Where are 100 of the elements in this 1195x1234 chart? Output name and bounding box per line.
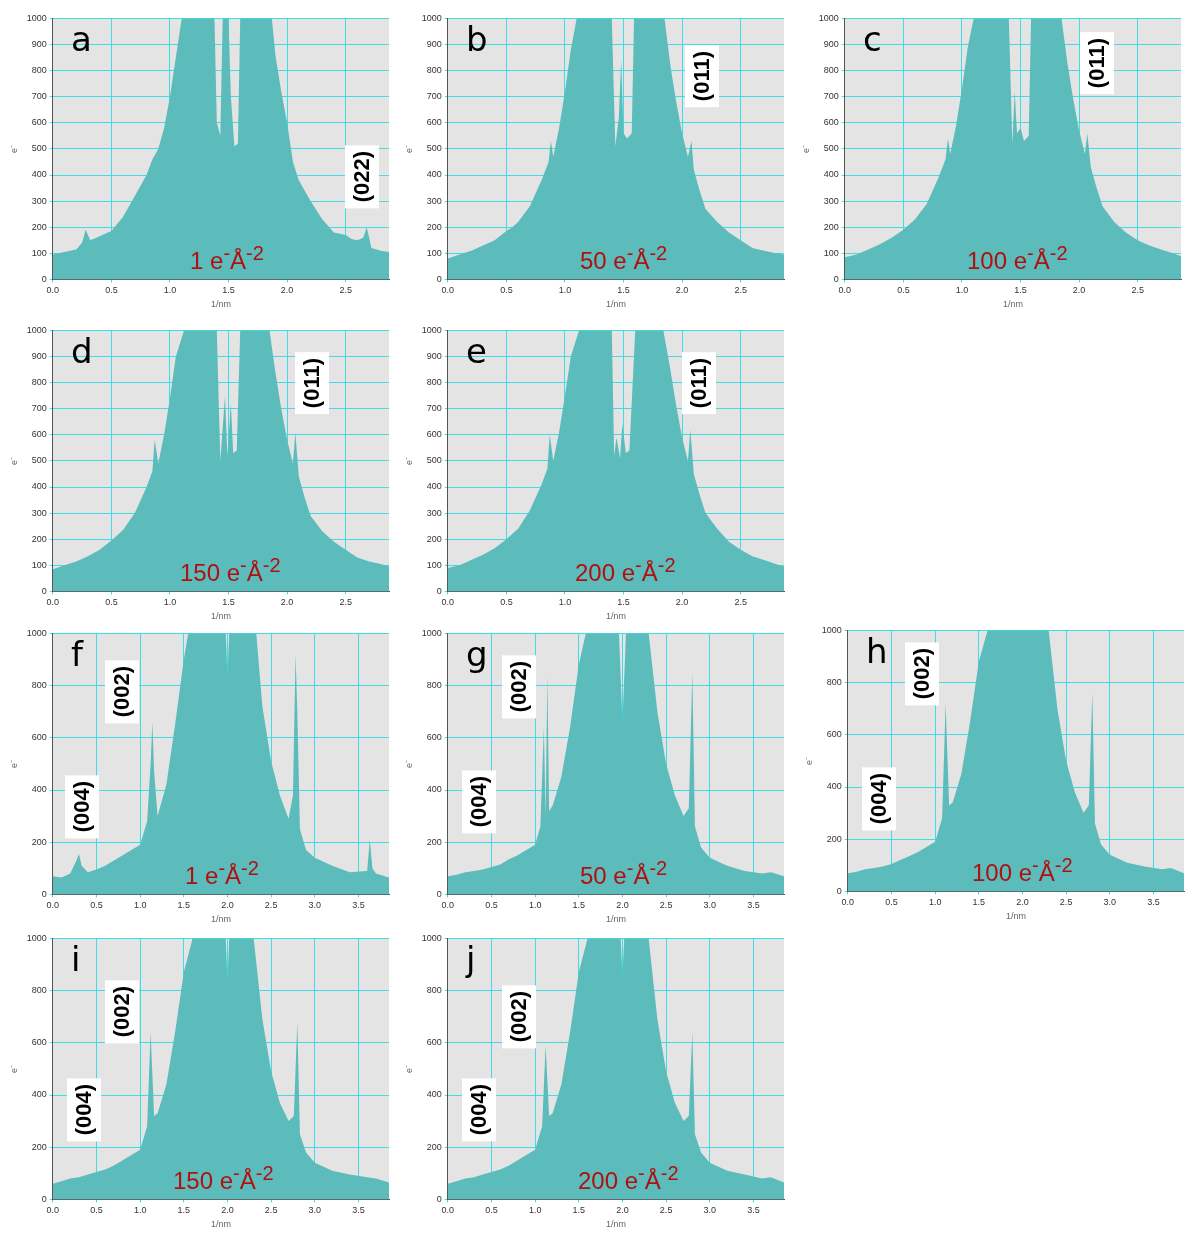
y-tick-label: 400 xyxy=(426,481,442,492)
y-tick-label: 1000 xyxy=(421,12,442,23)
y-tick-label: 400 xyxy=(31,784,47,795)
y-tick-label: 400 xyxy=(426,1089,442,1100)
y-tick-label: 400 xyxy=(826,781,842,792)
y-tick-label: 900 xyxy=(31,350,47,361)
y-tick-label: 200 xyxy=(31,221,47,232)
y-tick-label: 1000 xyxy=(26,627,47,638)
x-tick-label: 2.0 xyxy=(675,285,689,296)
x-tick-label: 2.0 xyxy=(280,285,294,296)
y-tick-label: 200 xyxy=(426,533,442,544)
x-tick-label: 3.0 xyxy=(1103,897,1117,908)
y-tick-label: 500 xyxy=(426,455,442,466)
x-tick-label: 3.0 xyxy=(308,900,322,911)
x-tick-label: 1.5 xyxy=(177,900,191,911)
x-tick-label: 0.5 xyxy=(500,285,513,296)
y-tick-label: 100 xyxy=(426,559,442,570)
x-tick-label: 0.5 xyxy=(897,285,910,296)
y-tick-label: 400 xyxy=(823,169,839,180)
x-tick-label: 0.0 xyxy=(441,900,455,911)
x-tick-label: 2.5 xyxy=(339,285,352,296)
annotation: (002) xyxy=(502,985,536,1049)
chart-title: f xyxy=(71,634,83,674)
x-tick-label: 0.0 xyxy=(441,285,455,296)
x-tick-label: 2.0 xyxy=(616,1205,629,1216)
x-tick-label: 1.0 xyxy=(558,285,572,296)
x-tick-label: 3.5 xyxy=(747,1205,760,1216)
x-tick-label: 2.0 xyxy=(675,597,689,608)
x-tick-label: 0.5 xyxy=(885,897,898,908)
x-tick-label: 2.0 xyxy=(1072,285,1086,296)
y-tick-label: 300 xyxy=(31,507,47,518)
y-tick-label: 300 xyxy=(823,195,839,206)
annotation: 100 e$^{-}$Å$^{-2}$ xyxy=(972,854,1073,887)
x-axis-title: 1/nm xyxy=(605,299,626,310)
x-tick-label: 2.5 xyxy=(264,1205,278,1216)
y-tick-label: 600 xyxy=(31,732,47,743)
y-tick-label: 700 xyxy=(31,91,47,102)
x-axis-title: 1/nm xyxy=(1002,299,1023,310)
y-tick-label: 300 xyxy=(426,507,442,518)
x-tick-label: 1.0 xyxy=(558,597,572,608)
y-tick-label: 100 xyxy=(31,247,47,258)
chart-title: h xyxy=(866,631,888,671)
y-tick-label: 0 xyxy=(436,273,442,284)
x-tick-label: 1.0 xyxy=(528,900,542,911)
y-tick-label: 400 xyxy=(426,169,442,180)
y-tick-label: 200 xyxy=(426,1141,442,1152)
x-tick-label: 1.0 xyxy=(928,897,942,908)
annotation: 100 e$^{-}$Å$^{-2}$ xyxy=(967,242,1068,275)
y-tick-label: 0 xyxy=(436,1193,442,1204)
y-tick-label: 600 xyxy=(826,729,842,740)
y-tick-label: 600 xyxy=(31,117,47,128)
x-tick-label: 1.5 xyxy=(177,1205,191,1216)
x-tick-label: 1.0 xyxy=(133,1205,147,1216)
y-tick-label: 800 xyxy=(31,377,47,388)
chart-title: i xyxy=(71,939,81,979)
x-axis-title: 1/nm xyxy=(1005,911,1026,922)
x-axis-title: 1/nm xyxy=(210,1219,231,1230)
x-tick-label: 2.0 xyxy=(616,900,629,911)
y-tick-label: 500 xyxy=(823,143,839,154)
x-tick-label: 2.5 xyxy=(1131,285,1144,296)
x-tick-label: 2.5 xyxy=(1059,897,1073,908)
x-tick-label: 1.5 xyxy=(617,285,630,296)
x-tick-label: 2.5 xyxy=(339,597,352,608)
y-tick-label: 1000 xyxy=(26,12,47,23)
y-tick-label: 500 xyxy=(31,143,47,154)
y-tick-label: 600 xyxy=(426,1037,442,1048)
y-tick-label: 800 xyxy=(31,985,47,996)
y-tick-label: 200 xyxy=(31,836,47,847)
x-tick-label: 0.0 xyxy=(46,900,60,911)
x-axis-title: 1/nm xyxy=(605,1219,626,1230)
y-tick-label: 0 xyxy=(41,273,47,284)
y-tick-label: 900 xyxy=(823,38,839,49)
x-tick-label: 0.5 xyxy=(485,900,498,911)
x-tick-label: 1.5 xyxy=(617,597,630,608)
y-axis-title: e⁻ xyxy=(8,1064,19,1073)
y-tick-label: 800 xyxy=(31,680,47,691)
y-tick-label: 600 xyxy=(823,117,839,128)
y-tick-label: 800 xyxy=(426,65,442,76)
annotation: 1 e$^{-}$Å$^{-2}$ xyxy=(185,857,259,890)
annotation: (002) xyxy=(105,660,139,724)
y-tick-label: 300 xyxy=(31,195,47,206)
x-tick-label: 1.0 xyxy=(528,1205,542,1216)
x-tick-label: 0.0 xyxy=(838,285,852,296)
x-tick-label: 0.5 xyxy=(500,597,513,608)
x-tick-label: 0.0 xyxy=(46,597,60,608)
x-tick-label: 2.5 xyxy=(264,900,278,911)
y-tick-label: 1000 xyxy=(821,624,842,635)
y-axis-title: e⁻ xyxy=(8,456,19,465)
y-tick-label: 600 xyxy=(31,1037,47,1048)
x-tick-label: 0.0 xyxy=(46,285,60,296)
x-tick-label: 1.5 xyxy=(572,1205,586,1216)
x-tick-label: 0.0 xyxy=(441,597,455,608)
x-tick-label: 1.5 xyxy=(1014,285,1027,296)
y-tick-label: 100 xyxy=(426,247,442,258)
y-tick-label: 600 xyxy=(426,732,442,743)
y-tick-label: 0 xyxy=(836,885,842,896)
x-tick-label: 1.0 xyxy=(163,285,177,296)
y-tick-label: 400 xyxy=(426,784,442,795)
y-tick-label: 800 xyxy=(426,377,442,388)
y-tick-label: 200 xyxy=(31,1141,47,1152)
